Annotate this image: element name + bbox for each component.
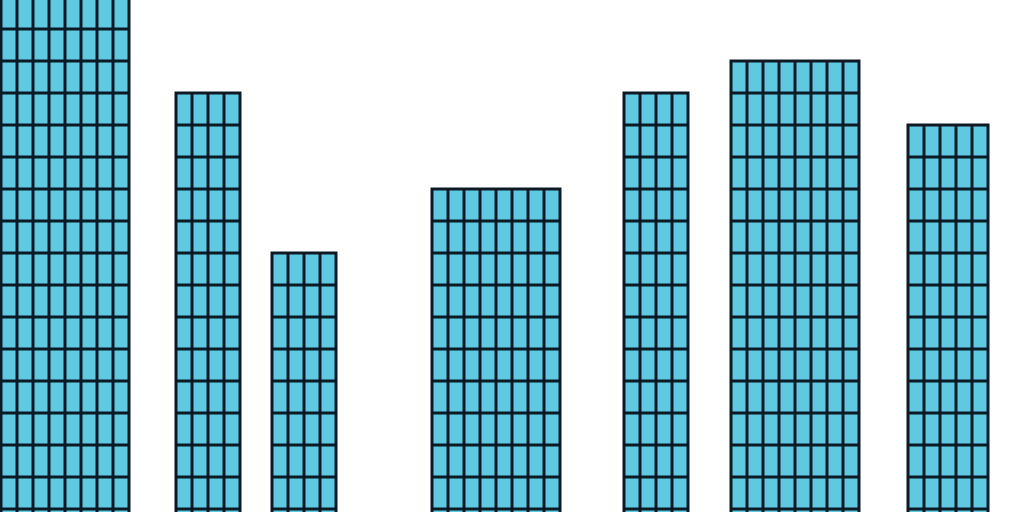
window-grid <box>624 93 688 512</box>
building-1 <box>0 0 131 512</box>
building-6 <box>729 59 861 512</box>
window-grid <box>1 0 129 512</box>
building-2 <box>174 91 242 512</box>
window-grid <box>731 61 859 512</box>
window-grid <box>432 189 560 512</box>
building-3 <box>270 251 338 512</box>
building-4 <box>430 187 562 512</box>
building-5 <box>622 91 690 512</box>
window-grid <box>272 253 336 512</box>
building-7 <box>906 123 990 512</box>
window-grid <box>908 125 988 512</box>
window-grid <box>176 93 240 512</box>
